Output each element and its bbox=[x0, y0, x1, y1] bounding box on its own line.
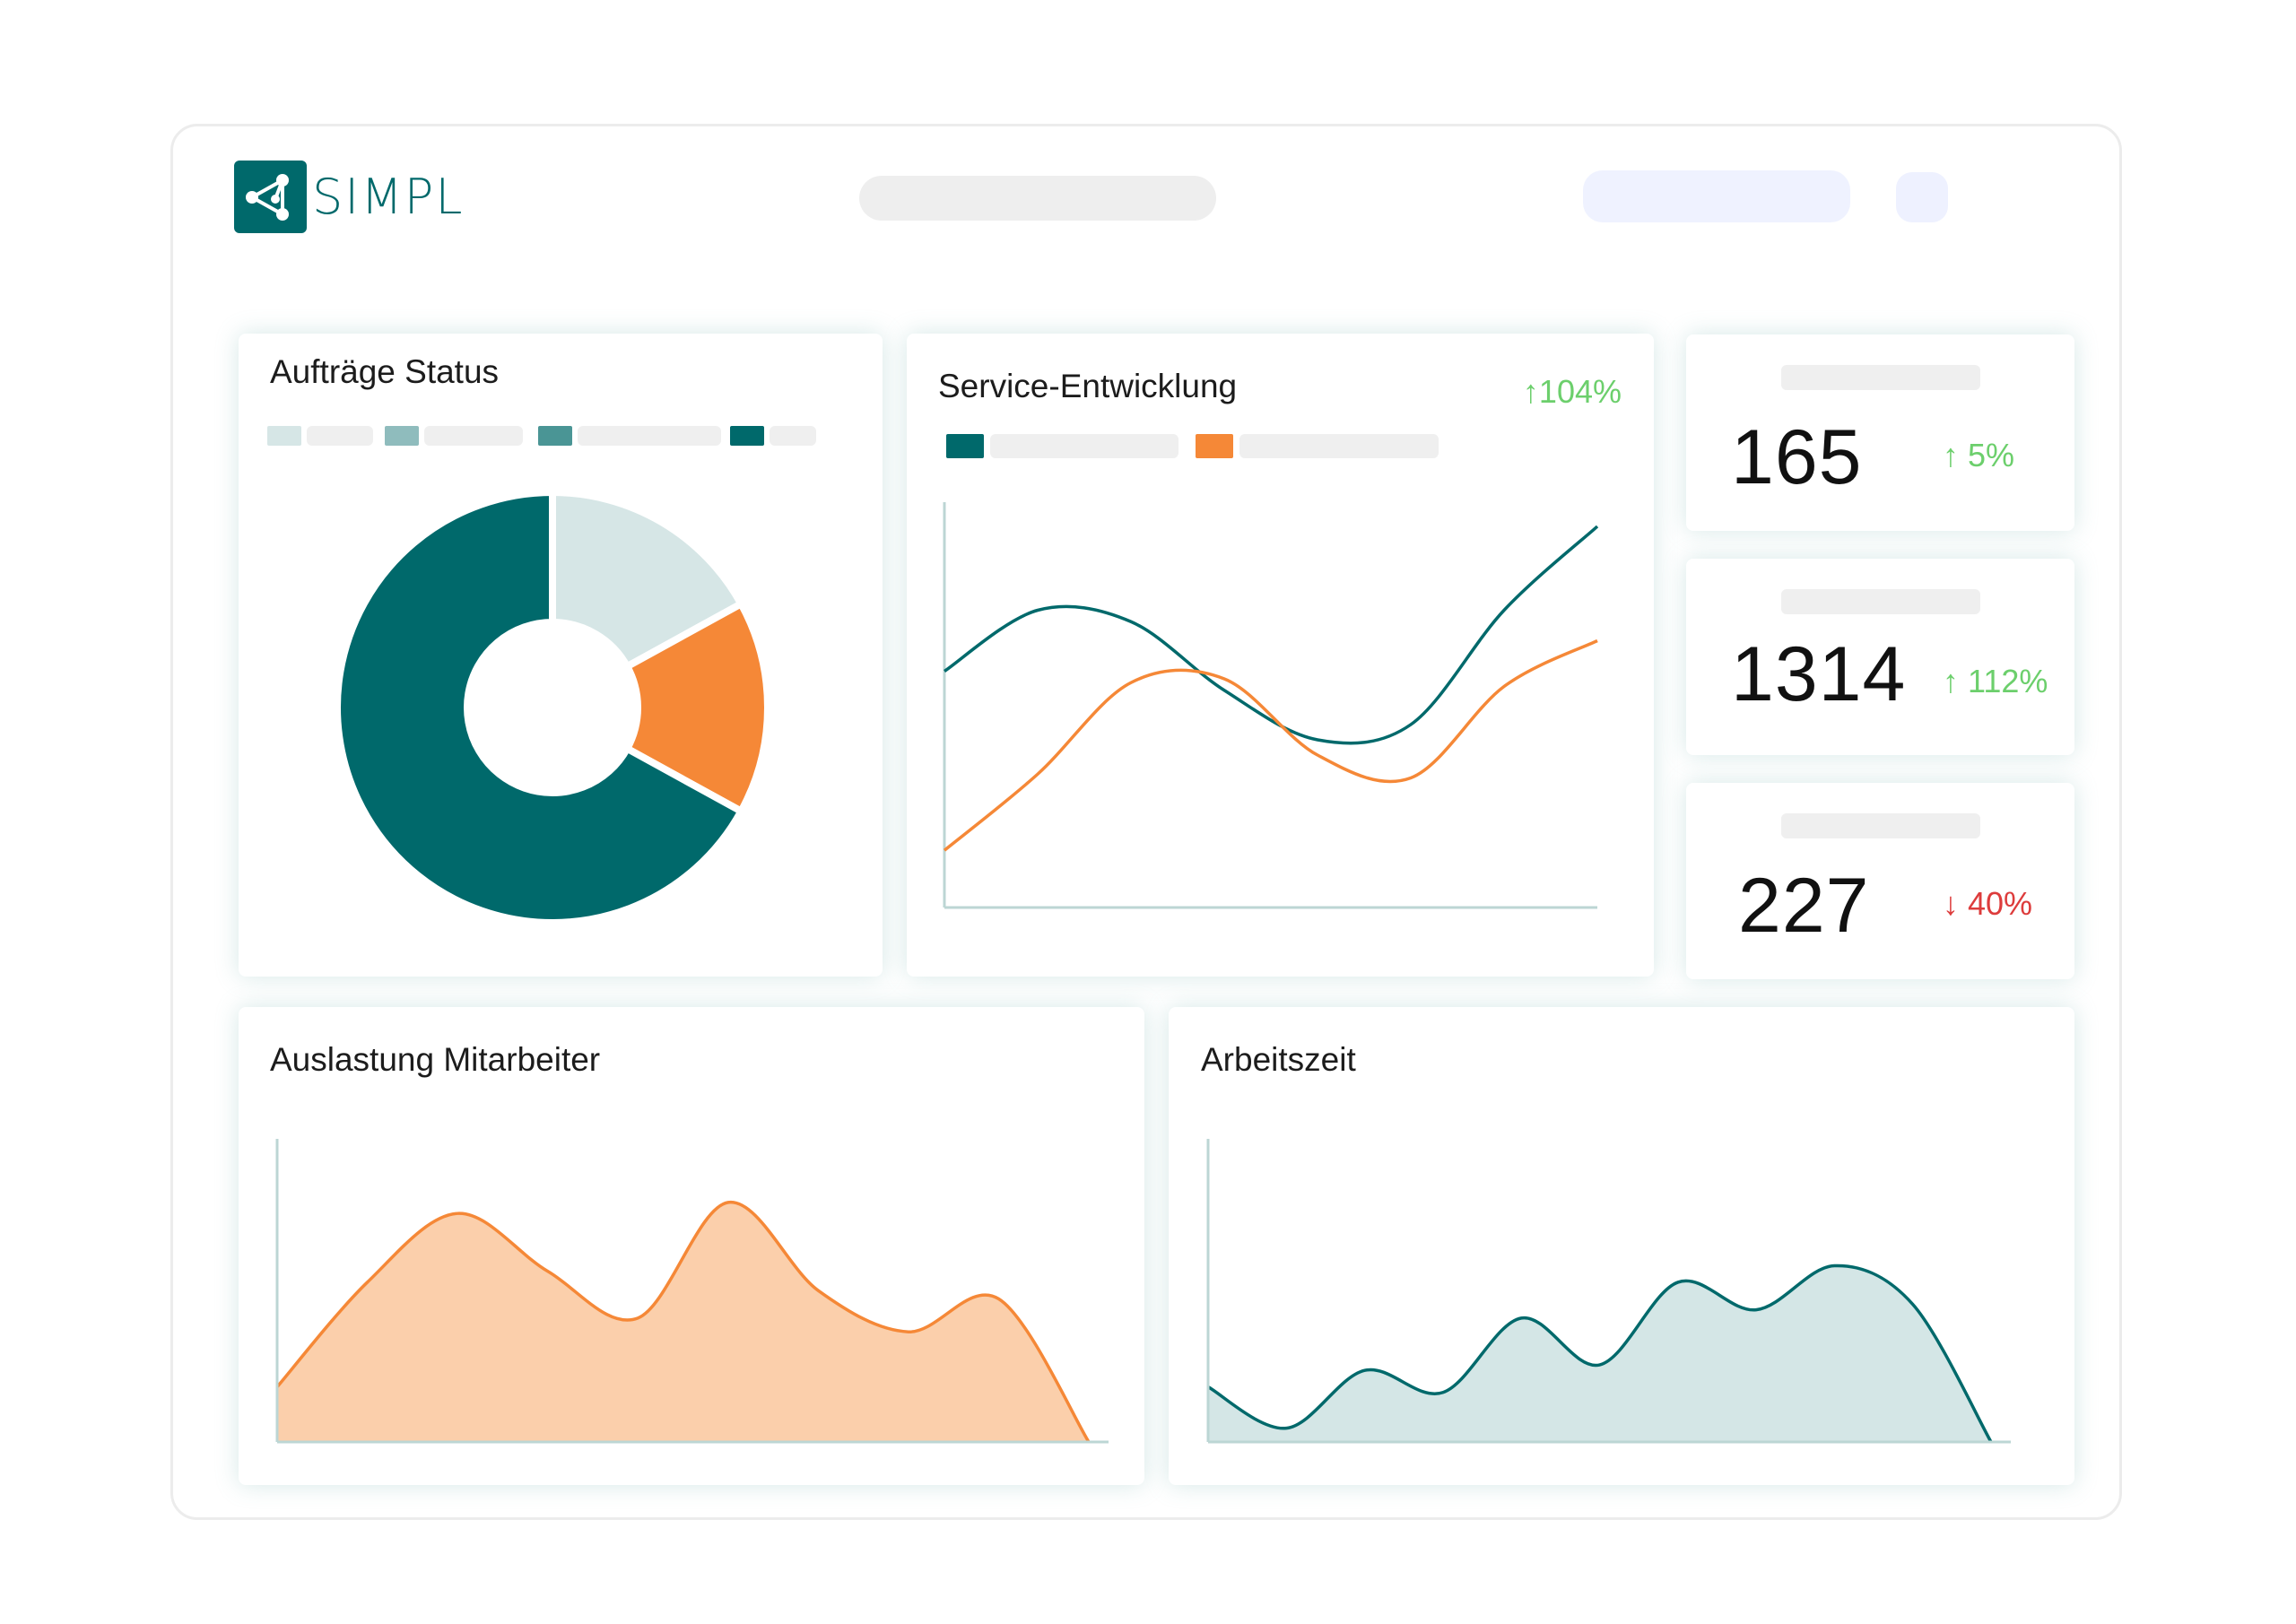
legend-label-placeholder bbox=[424, 426, 523, 446]
area-fill bbox=[277, 1202, 1089, 1442]
line-chart bbox=[943, 502, 1599, 909]
kpi-card: 165 ↑ 5% bbox=[1686, 334, 2074, 531]
service-development-card: Service-Entwicklung ↑104% bbox=[907, 334, 1654, 977]
header-action-button[interactable] bbox=[1583, 170, 1850, 222]
area-fill bbox=[1208, 1265, 1991, 1442]
kpi-card: 1314 ↑ 112% bbox=[1686, 559, 2074, 755]
orders-status-card: Aufträge Status bbox=[239, 334, 883, 977]
legend-label-placeholder bbox=[578, 426, 721, 446]
donut-slice bbox=[622, 598, 771, 817]
legend-swatch bbox=[538, 426, 572, 446]
card-title: Service-Entwicklung bbox=[938, 368, 1238, 404]
card-title: Aufträge Status bbox=[270, 353, 500, 390]
kpi-value: 165 bbox=[1731, 414, 1863, 500]
kpi-trend: ↑ 112% bbox=[1943, 663, 2048, 699]
legend-swatch bbox=[1196, 434, 1233, 458]
kpi-label-placeholder bbox=[1781, 589, 1980, 614]
series-line bbox=[943, 638, 1598, 852]
legend-label-placeholder bbox=[307, 426, 373, 446]
card-title: Arbeitszeit bbox=[1201, 1041, 1356, 1078]
legend-label-placeholder bbox=[990, 434, 1178, 458]
card-title: Auslastung Mitarbeiter bbox=[270, 1041, 601, 1078]
kpi-label-placeholder bbox=[1781, 365, 1980, 390]
area-line bbox=[275, 1201, 1091, 1443]
legend-swatch bbox=[946, 434, 984, 458]
kpi-value: 1314 bbox=[1731, 631, 1907, 717]
kpi-card: 227 ↓ 40% bbox=[1686, 783, 2074, 979]
legend-label-placeholder bbox=[1239, 434, 1439, 458]
legend-swatch bbox=[385, 426, 419, 446]
donut-slice bbox=[334, 488, 746, 926]
user-avatar-button[interactable] bbox=[1896, 172, 1948, 222]
trend-indicator: ↑104% bbox=[1522, 373, 1622, 410]
area-line bbox=[1207, 1264, 1993, 1443]
worktime-card: Arbeitszeit bbox=[1169, 1007, 2074, 1485]
legend-swatch bbox=[267, 426, 301, 446]
workload-card: Auslastung Mitarbeiter bbox=[239, 1007, 1144, 1485]
donut-slice bbox=[549, 488, 746, 672]
share-nodes-icon bbox=[234, 161, 307, 233]
kpi-value: 227 bbox=[1738, 863, 1870, 949]
kpi-trend: ↑ 5% bbox=[1943, 437, 2015, 473]
area-chart bbox=[275, 1139, 1109, 1444]
area-chart bbox=[1206, 1139, 2011, 1444]
search-bar-placeholder[interactable] bbox=[859, 176, 1216, 221]
kpi-label-placeholder bbox=[1781, 813, 1980, 838]
legend-swatch bbox=[730, 426, 764, 446]
legend-label-placeholder bbox=[770, 426, 816, 446]
donut-chart bbox=[334, 488, 771, 926]
logo[interactable]: SIMPL bbox=[234, 161, 464, 233]
kpi-trend: ↓ 40% bbox=[1943, 885, 2033, 922]
logo-text: SIMPL bbox=[312, 169, 465, 225]
series-line bbox=[944, 525, 1599, 745]
